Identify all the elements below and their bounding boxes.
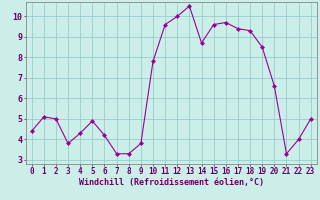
X-axis label: Windchill (Refroidissement éolien,°C): Windchill (Refroidissement éolien,°C) xyxy=(79,178,264,187)
